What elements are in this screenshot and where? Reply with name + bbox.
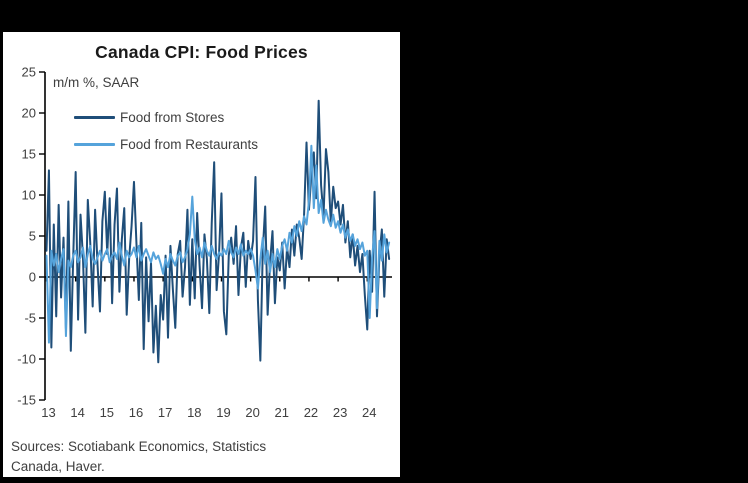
x-tick-label: 13 <box>41 405 55 420</box>
x-tick-label: 19 <box>216 405 230 420</box>
cpi-chart: 25 20 15 10 5 0 -5 -10 -15 13 14 15 16 17 18 19 20 21 22 23… <box>17 65 392 420</box>
y-tick-label: 25 <box>22 65 36 80</box>
y-tick-label: 0 <box>29 270 36 285</box>
y-tick-label: 15 <box>22 147 36 162</box>
y-tick-label: -15 <box>17 393 36 408</box>
chart-title: Canada CPI: Food Prices <box>95 42 308 62</box>
y-tick-label: -5 <box>24 311 36 326</box>
x-tick-label: 20 <box>245 405 259 420</box>
y-tick-label: 5 <box>29 229 36 244</box>
y-tick-label: 10 <box>22 188 36 203</box>
series-line-restaurants <box>45 144 391 344</box>
legend-item-restaurants: Food from Restaurants <box>74 131 258 158</box>
legend-label-restaurants: Food from Restaurants <box>120 137 259 152</box>
x-tick-label: 14 <box>70 405 84 420</box>
series-group <box>45 99 391 364</box>
x-tick-label: 22 <box>304 405 318 420</box>
x-tick-label: 24 <box>362 405 376 420</box>
x-tick-label: 18 <box>187 405 201 420</box>
y-tick-label: -10 <box>17 352 36 367</box>
x-tick-label: 16 <box>129 405 143 420</box>
series-line-stores <box>45 99 391 364</box>
y-axis-units-label: m/m %, SAAR <box>53 75 140 90</box>
source-line-1: Sources: Scotiabank Economics, Statistic… <box>11 439 267 454</box>
chart-panel: Canada CPI: Food Prices m/m %, SAAR 25 20… <box>3 32 400 477</box>
y-tick-label: 20 <box>22 106 36 121</box>
chart-legend: Food from Stores Food from Restaurants <box>74 104 258 158</box>
x-tick-label: 15 <box>100 405 114 420</box>
x-tick-label: 23 <box>333 405 347 420</box>
source-line-2: Canada, Haver. <box>11 459 105 474</box>
stores-line-swatch <box>74 116 115 119</box>
legend-item-stores: Food from Stores <box>74 104 258 131</box>
axes-group: 25 20 15 10 5 0 -5 -10 -15 13 14 15 16 17 18 19 20 21 22 23… <box>17 65 392 420</box>
x-tick-label: 21 <box>275 405 289 420</box>
source-note: Sources: Scotiabank Economics, Statistic… <box>11 437 266 477</box>
x-tick-label: 17 <box>158 405 172 420</box>
restaurants-line-swatch <box>74 143 115 146</box>
legend-label-stores: Food from Stores <box>120 110 225 125</box>
